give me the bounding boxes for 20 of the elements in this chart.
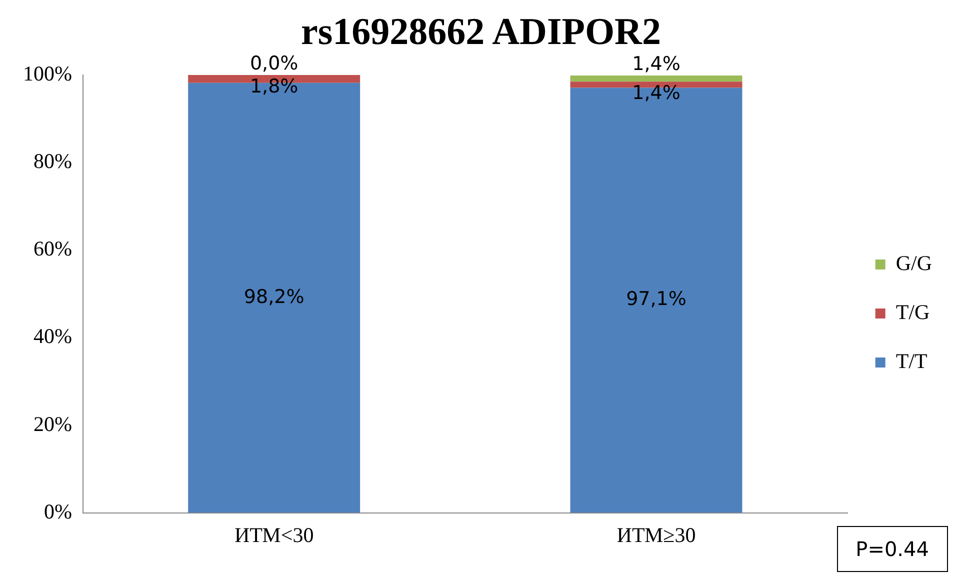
legend-label: G/G: [896, 251, 932, 276]
bar: [570, 75, 742, 82]
y-tick-label: 80%: [33, 149, 72, 174]
x-tick-label: ИТМ≥30: [616, 522, 696, 547]
data-label: 97,1%: [626, 288, 686, 310]
data-label: 1,4%: [632, 52, 680, 75]
y-tick-label: 60%: [33, 236, 72, 261]
chart-title: rs16928662 ADIPOR2: [300, 10, 662, 54]
text: P=0.44: [836, 526, 948, 572]
data-label: 1,8%: [250, 75, 298, 98]
data-label: 98,2%: [244, 286, 304, 308]
legend-label: T/G: [896, 300, 930, 324]
legend-label: T/T: [896, 349, 928, 374]
y-tick-label: 100%: [22, 62, 72, 86]
data-label: 1,4%: [632, 82, 680, 104]
data-label: 0,0%: [250, 52, 298, 74]
x-tick-label: ИТМ<30: [234, 522, 314, 547]
y-tick-label: 40%: [33, 324, 72, 348]
y-tick-label: 20%: [33, 412, 72, 436]
y-tick-label: 0%: [44, 499, 72, 524]
